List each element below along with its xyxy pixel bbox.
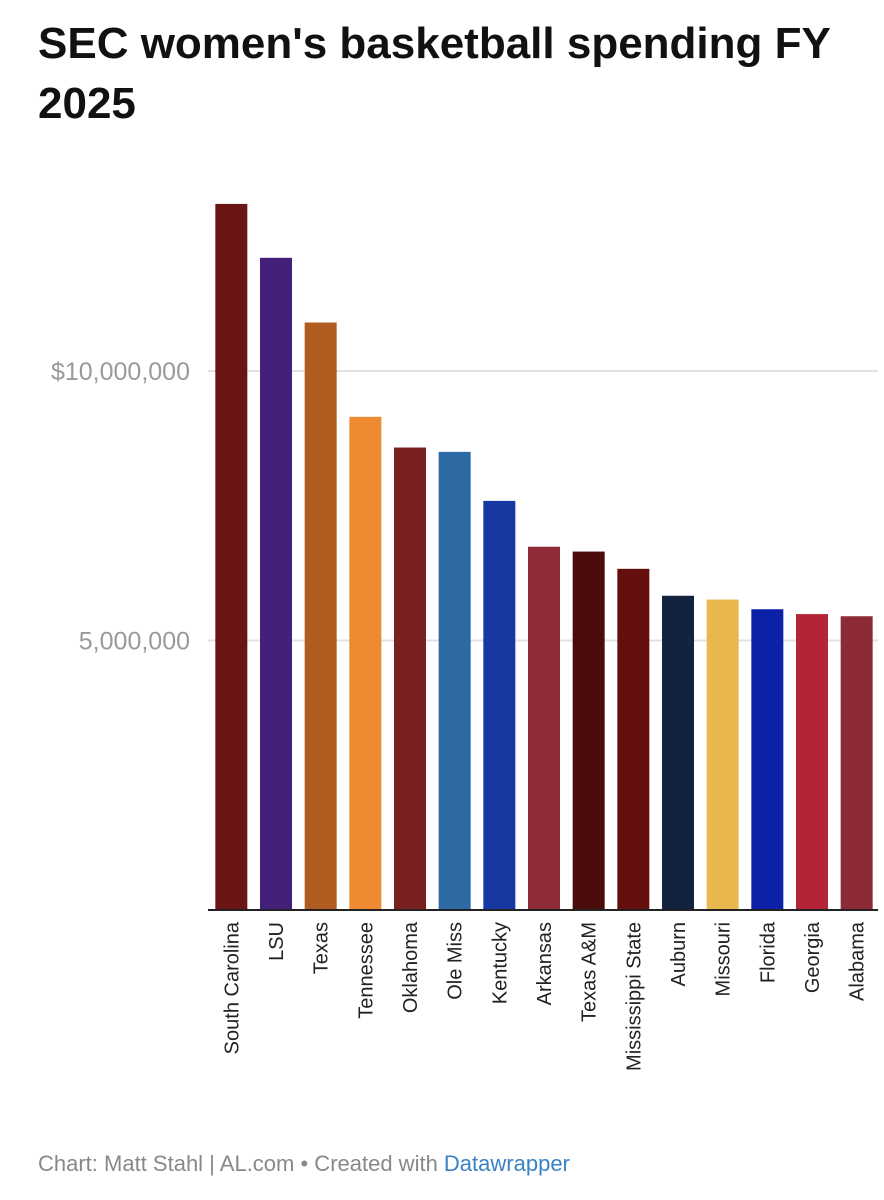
- y-tick-label-1: $10,000,000: [51, 358, 190, 386]
- x-tick-label-4: Oklahoma: [400, 921, 422, 1013]
- x-tick-label-9: Mississippi State: [623, 922, 645, 1071]
- bar-4: [394, 447, 426, 910]
- chart-title: SEC women's basketball spending FY 2025: [38, 19, 831, 128]
- bar-2: [304, 322, 337, 910]
- x-tick-label-8: Texas A&M: [579, 922, 601, 1022]
- bars: [215, 203, 873, 910]
- x-tick-label-5: Ole Miss: [445, 922, 467, 1000]
- x-tick-label-10: Auburn: [668, 922, 690, 987]
- x-tick-label-14: Alabama: [847, 921, 869, 1001]
- y-axis-labels: 5,000,000 $10,000,000: [51, 358, 190, 656]
- x-tick-label-13: Georgia: [802, 921, 824, 993]
- bar-1: [260, 257, 292, 910]
- credit-text: Chart: Matt Stahl | AL.com • Created wit…: [38, 1151, 444, 1176]
- x-axis-labels: South Carolina LSU Texas Tennessee Oklahoma O…: [221, 921, 868, 1071]
- x-tick-label-7: Arkansas: [534, 922, 556, 1005]
- x-tick-label-6: Kentucky: [489, 922, 511, 1004]
- bar-8: [572, 551, 605, 910]
- bar-13: [796, 614, 828, 910]
- bar-6: [483, 500, 516, 910]
- datawrapper-link[interactable]: Datawrapper: [443, 1151, 570, 1176]
- bar-12: [751, 609, 784, 910]
- x-tick-label-0: South Carolina: [221, 921, 243, 1054]
- bar-10: [662, 595, 694, 910]
- bar-7: [528, 546, 560, 910]
- x-tick-label-12: Florida: [757, 921, 779, 983]
- bar-11: [706, 599, 739, 910]
- bar-3: [349, 416, 382, 910]
- bar-0: [215, 203, 248, 910]
- y-tick-label-0: 5,000,000: [79, 628, 190, 656]
- chart-credit: Chart: Matt Stahl | AL.com • Created wit…: [38, 1151, 570, 1177]
- bar-5: [438, 451, 471, 910]
- bar-14: [840, 616, 873, 910]
- x-tick-label-3: Tennessee: [355, 922, 377, 1019]
- bar-9: [617, 568, 650, 910]
- bar-chart: 5,000,000 $10,000,000 South Carolina LSU Te…: [51, 203, 878, 1071]
- x-tick-label-1: LSU: [266, 922, 288, 961]
- x-tick-label-2: Texas: [311, 922, 333, 974]
- x-tick-label-11: Missouri: [713, 922, 735, 996]
